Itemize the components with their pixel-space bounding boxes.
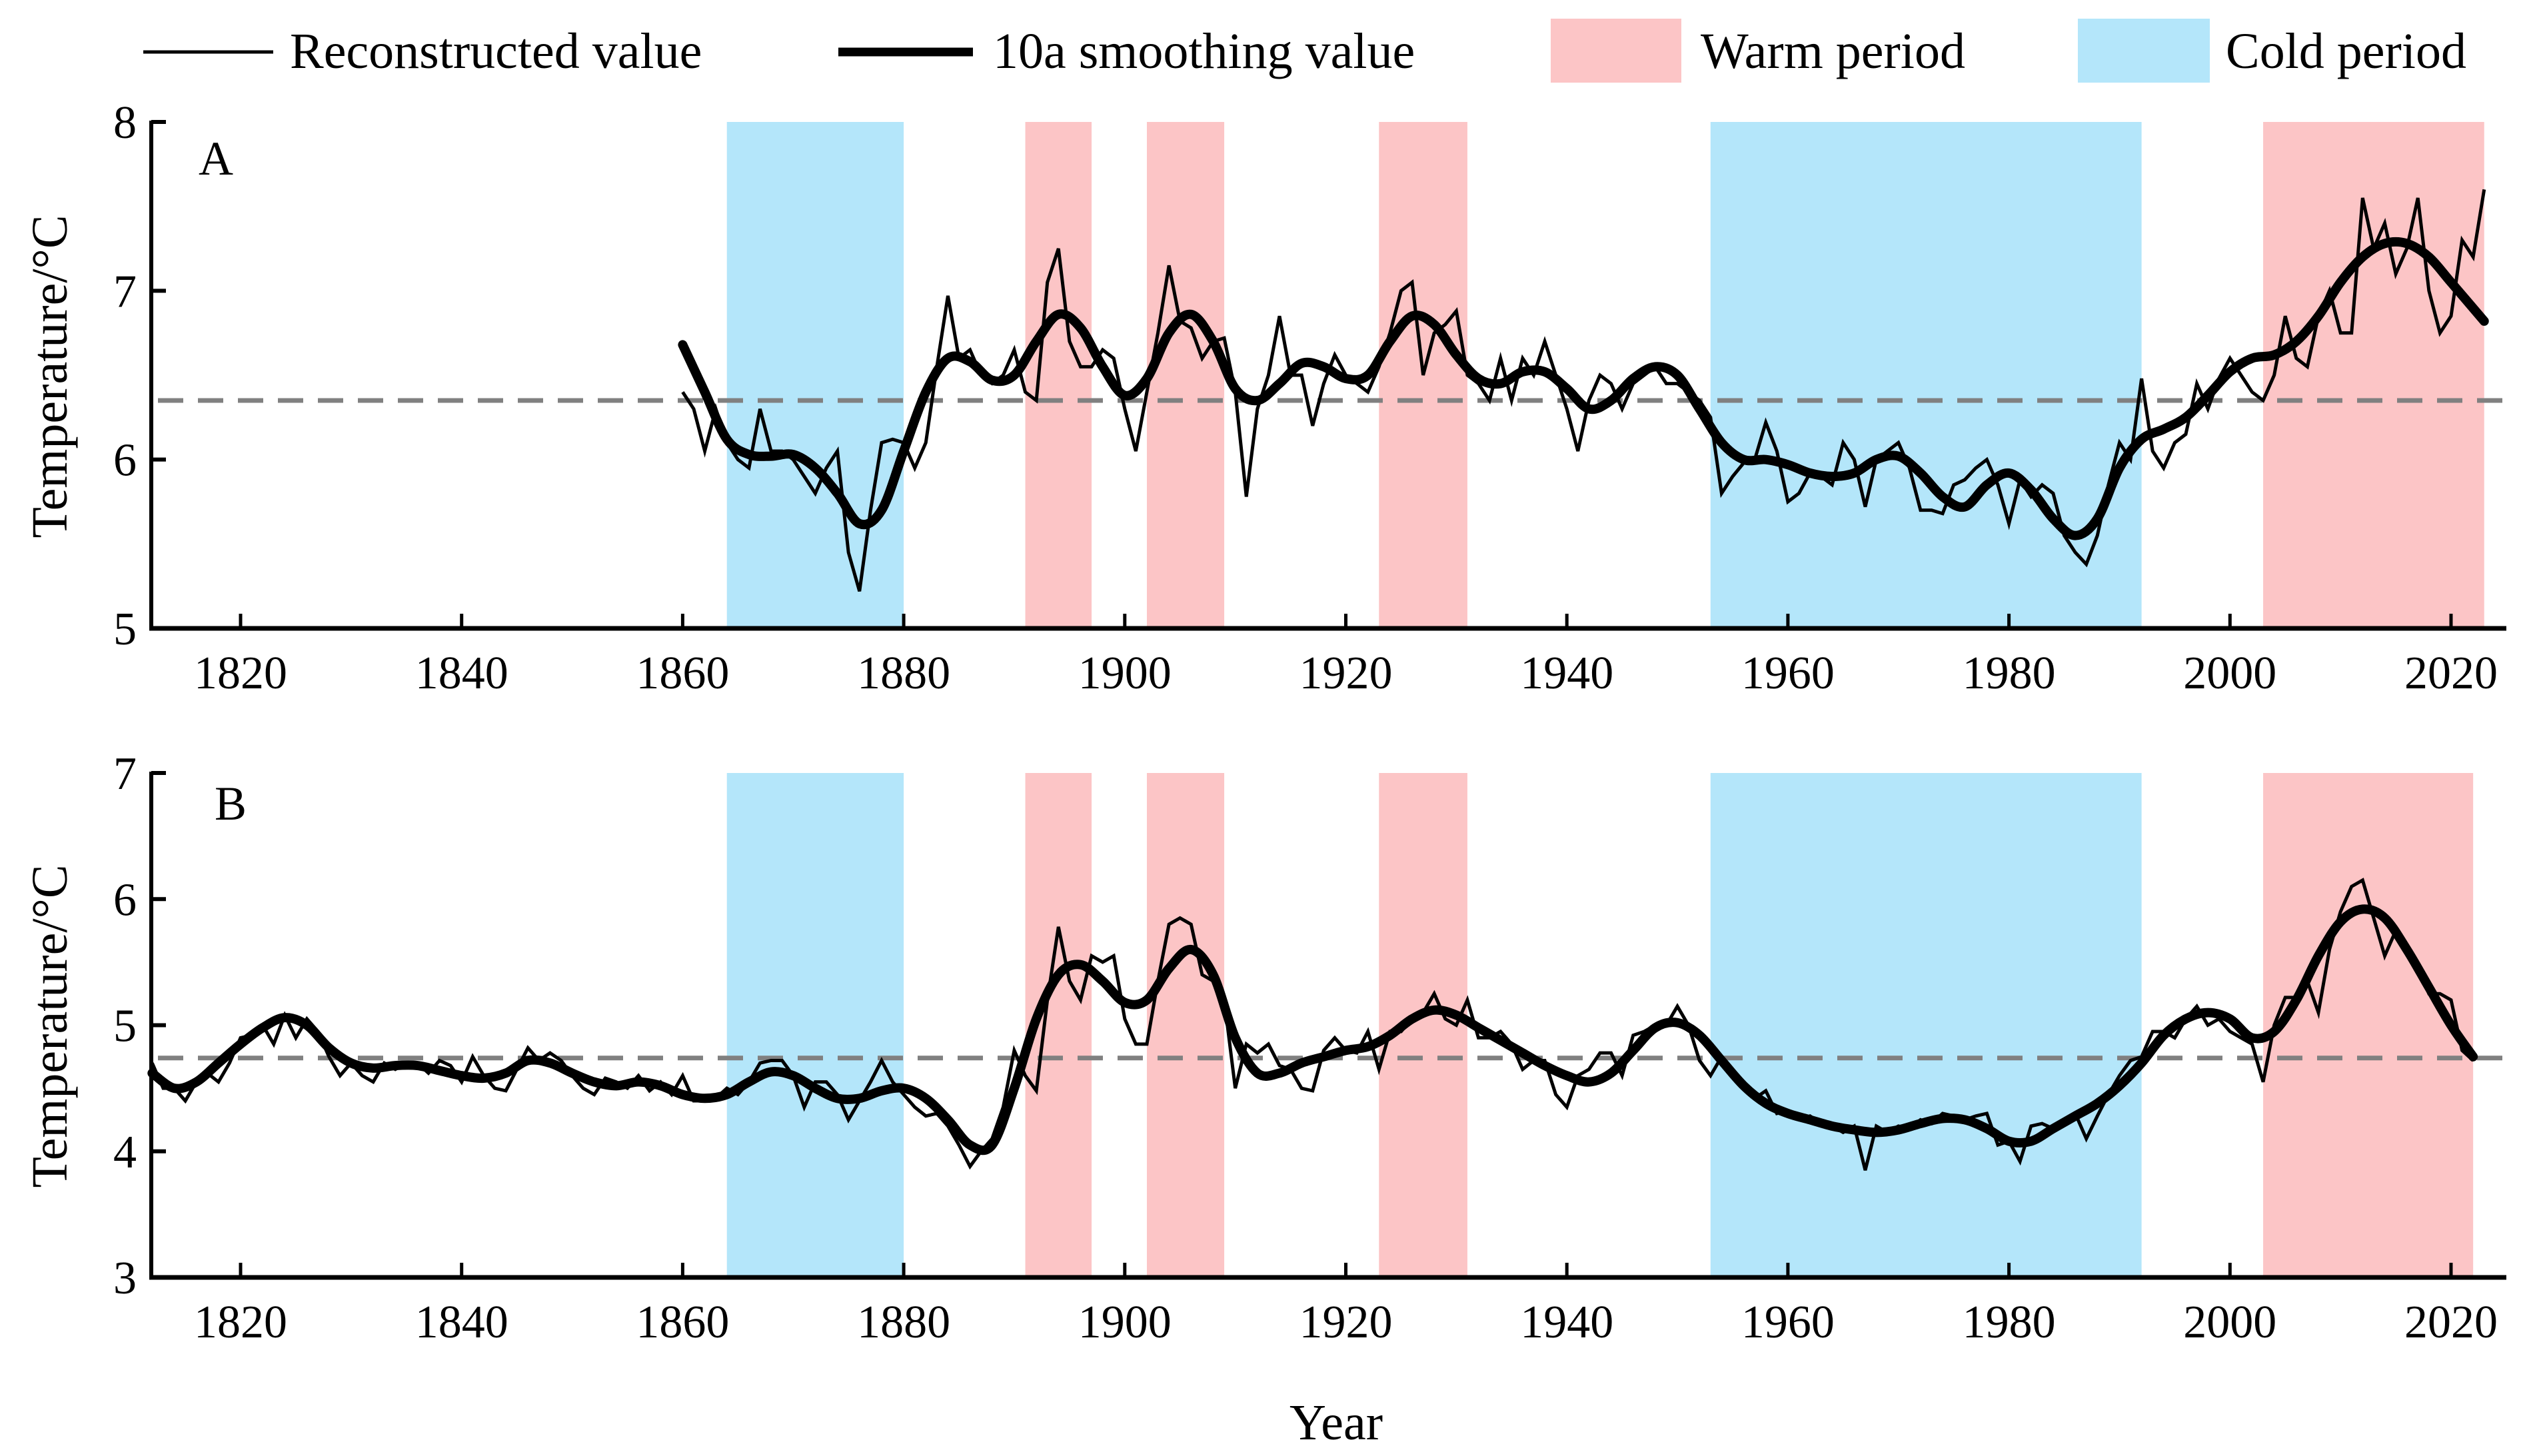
warm-period-band-a	[1146, 122, 1225, 628]
legend-warm-swatch	[1551, 19, 1681, 83]
x-tick-label-a: 1900	[1078, 648, 1172, 699]
x-tick-label-a: 2000	[2183, 648, 2276, 699]
y-tick-label-b: 6	[113, 874, 137, 926]
x-tick-label-a: 1920	[1299, 648, 1393, 699]
x-tick-label-b: 1920	[1299, 1297, 1393, 1348]
y-tick-label-b: 7	[113, 748, 137, 800]
x-tick-label-b: 1860	[636, 1297, 729, 1348]
cold-period-band-a	[726, 122, 904, 628]
x-tick-label-a: 1820	[194, 648, 287, 699]
x-tick-label-b: 2000	[2183, 1297, 2276, 1348]
y-tick-label-b: 3	[113, 1253, 137, 1304]
y-axis-title-a: Temperature/°C	[22, 215, 78, 538]
panel-b-label: B	[215, 777, 247, 830]
cold-period-band-b	[726, 773, 904, 1277]
x-tick-label-a: 1840	[415, 648, 508, 699]
panel-a: 5 6 7 8 1820 1840 1860 1880 1900 1920 1940 1960 1980…	[113, 97, 2506, 699]
x-tick-label-b: 1880	[857, 1297, 950, 1348]
legend-warm-label: Warm period	[1701, 23, 1965, 79]
y-tick-label-a: 8	[113, 97, 137, 149]
x-tick-label-b: 1820	[194, 1297, 287, 1348]
x-tick-label-a: 1980	[1963, 648, 2056, 699]
cold-period-band-b	[1710, 773, 2142, 1277]
warm-period-band-b	[1379, 773, 1467, 1277]
x-tick-label-a: 1860	[636, 648, 729, 699]
legend: Reconstructed value 10a smoothing value …	[143, 19, 2466, 83]
x-tick-label-a: 1960	[1741, 648, 1835, 699]
x-tick-label-b: 1960	[1741, 1297, 1835, 1348]
y-tick-label-a: 6	[113, 435, 137, 486]
x-tick-label-a: 1880	[857, 648, 950, 699]
panel-a-label: A	[199, 132, 233, 185]
y-tick-label-b: 4	[113, 1127, 137, 1178]
x-axis-title: Year	[1289, 1395, 1383, 1451]
y-tick-label-a: 7	[113, 266, 137, 317]
x-tick-label-a: 1940	[1520, 648, 1613, 699]
y-tick-label-a: 5	[113, 604, 137, 655]
warm-period-band-a	[1025, 122, 1092, 628]
x-tick-label-b: 1980	[1963, 1297, 2056, 1348]
legend-reconstructed-label: Reconstructed value	[290, 23, 702, 79]
x-tick-label-a: 2020	[2404, 648, 2498, 699]
warm-period-band-b	[2263, 773, 2474, 1277]
x-tick-label-b: 1900	[1078, 1297, 1172, 1348]
legend-smoothing-label: 10a smoothing value	[993, 23, 1415, 79]
y-axis-title-b: Temperature/°C	[22, 864, 78, 1187]
x-tick-label-b: 2020	[2404, 1297, 2498, 1348]
warm-period-band-a	[2263, 122, 2484, 628]
x-tick-label-b: 1940	[1520, 1297, 1613, 1348]
y-tick-label-b: 5	[113, 1001, 137, 1052]
x-tick-label-b: 1840	[415, 1297, 508, 1348]
smoothing-series-b	[147, 904, 2478, 1155]
legend-cold-label: Cold period	[2226, 23, 2466, 79]
panel-b: 3 4 5 6 7 1820 1840 1860 1880 1900 1920 1940 1960 198…	[113, 748, 2506, 1348]
legend-cold-swatch	[2078, 19, 2210, 83]
warm-period-band-b	[1146, 773, 1225, 1277]
smoothing-series-a	[678, 237, 2489, 540]
